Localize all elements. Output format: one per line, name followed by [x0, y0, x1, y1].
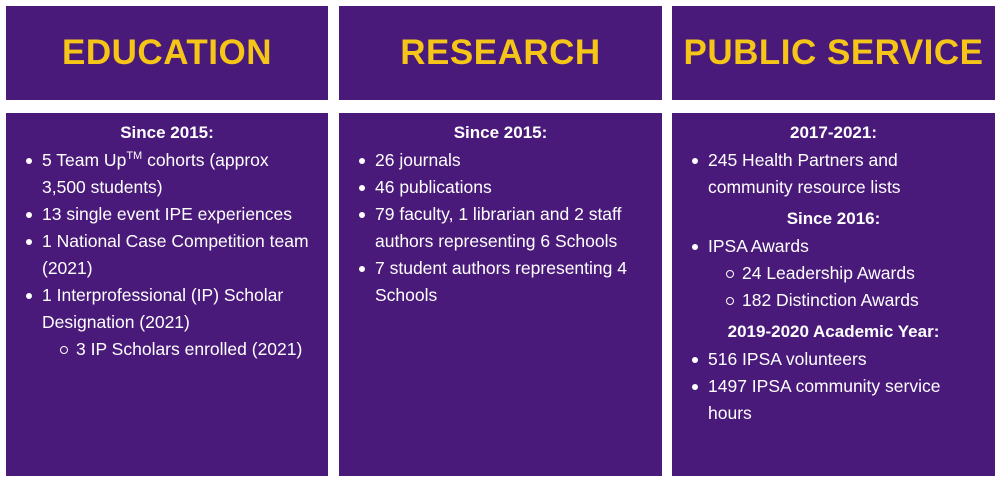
research-header: RESEARCH — [339, 6, 662, 100]
list-item: 7 student authors representing 4 Schools — [359, 255, 648, 309]
list-item: 46 publications — [359, 174, 648, 201]
public-service-list-1: 245 Health Partners and community resour… — [686, 147, 981, 201]
research-panel: Since 2015: 26 journals 46 publications … — [339, 113, 662, 476]
education-title: EDUCATION — [62, 33, 272, 72]
public-service-title: PUBLIC SERVICE — [683, 33, 984, 72]
list-item: 1 Interprofessional (IP) Scholar Designa… — [26, 282, 314, 336]
list-item: 13 single event IPE experiences — [26, 201, 314, 228]
list-item: 26 journals — [359, 147, 648, 174]
list-item: IPSA Awards — [692, 233, 981, 260]
list-item: 516 IPSA volunteers — [692, 346, 981, 373]
public-service-list-3: 516 IPSA volunteers 1497 IPSA community … — [686, 346, 981, 427]
research-section-heading: Since 2015: — [453, 123, 548, 142]
list-item: 1497 IPSA community service hours — [692, 373, 981, 427]
public-service-list-2: IPSA Awards 24 Leadership Awards 182 Dis… — [686, 233, 981, 314]
public-service-header: PUBLIC SERVICE — [672, 6, 995, 100]
public-service-section-heading-1: 2017-2021: — [790, 123, 877, 142]
public-service-section-heading-2: Since 2016: — [786, 209, 881, 228]
list-item: 79 faculty, 1 librarian and 2 staff auth… — [359, 201, 648, 255]
public-service-panel: 2017-2021: 245 Health Partners and commu… — [672, 113, 995, 476]
sub-list-item: 24 Leadership Awards — [726, 260, 981, 287]
education-panel: Since 2015: 5 Team UpTM cohorts (approx … — [6, 113, 328, 476]
list-item: 5 Team UpTM cohorts (approx 3,500 studen… — [26, 147, 314, 201]
public-service-section-heading-3: 2019-2020 Academic Year: — [727, 322, 940, 341]
education-section-heading: Since 2015: — [120, 123, 214, 142]
list-item: 1 National Case Competition team (2021) — [26, 228, 314, 282]
sub-list-item: 182 Distinction Awards — [726, 287, 981, 314]
list-item: 245 Health Partners and community resour… — [692, 147, 981, 201]
education-list: 5 Team UpTM cohorts (approx 3,500 studen… — [20, 147, 314, 363]
research-list: 26 journals 46 publications 79 faculty, … — [353, 147, 648, 309]
sub-list-item: 3 IP Scholars enrolled (2021) — [60, 336, 314, 363]
education-header: EDUCATION — [6, 6, 328, 100]
research-title: RESEARCH — [400, 33, 601, 72]
